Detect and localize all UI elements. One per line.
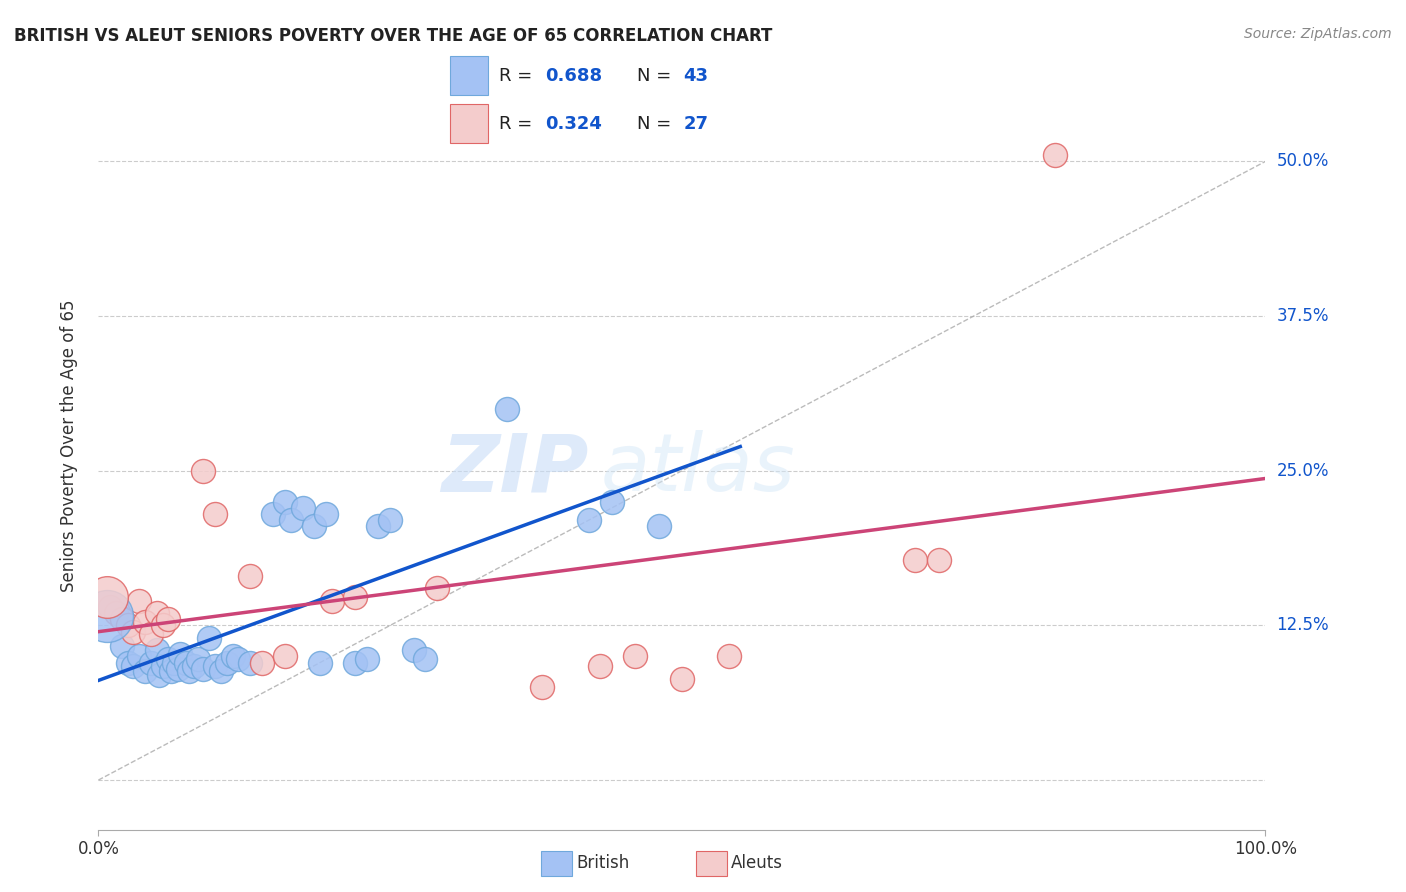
Text: ZIP: ZIP <box>441 430 589 508</box>
Point <box>274 649 297 664</box>
Point <box>198 631 221 645</box>
Point <box>157 652 180 666</box>
Point <box>280 513 302 527</box>
Point <box>215 656 238 670</box>
Point <box>179 664 201 678</box>
Text: 37.5%: 37.5% <box>1277 307 1329 325</box>
Point <box>274 494 297 508</box>
Point <box>647 519 669 533</box>
Point <box>228 652 250 666</box>
Point <box>928 553 950 567</box>
Text: N =: N = <box>637 67 676 85</box>
Point <box>413 652 436 666</box>
Point <box>111 612 134 626</box>
Text: 0.688: 0.688 <box>546 67 603 85</box>
Point <box>578 513 600 527</box>
Point <box>304 519 326 533</box>
Point <box>187 652 209 666</box>
Text: British: British <box>576 855 630 872</box>
Point <box>134 615 156 629</box>
Point <box>344 590 367 604</box>
Point <box>589 659 612 673</box>
Text: Aleuts: Aleuts <box>731 855 783 872</box>
Point <box>122 624 145 639</box>
Point <box>152 659 174 673</box>
FancyBboxPatch shape <box>450 104 488 144</box>
Point <box>344 656 367 670</box>
Point <box>426 582 449 596</box>
Point <box>104 606 127 620</box>
Point <box>193 662 215 676</box>
Point <box>111 640 134 654</box>
Point <box>262 507 284 521</box>
Point <box>402 643 425 657</box>
Point <box>146 606 169 620</box>
Y-axis label: Seniors Poverty Over the Age of 65: Seniors Poverty Over the Age of 65 <box>59 300 77 592</box>
Point <box>117 618 139 632</box>
Point <box>356 652 378 666</box>
Point <box>139 627 162 641</box>
Text: 50.0%: 50.0% <box>1277 153 1329 170</box>
Point <box>600 494 623 508</box>
Point <box>309 656 332 670</box>
Text: Source: ZipAtlas.com: Source: ZipAtlas.com <box>1244 27 1392 41</box>
Text: N =: N = <box>637 115 676 133</box>
Point <box>315 507 337 521</box>
Point <box>239 569 262 583</box>
Point <box>239 656 262 670</box>
Point <box>671 672 693 686</box>
Point <box>122 659 145 673</box>
Point <box>139 656 162 670</box>
Point <box>134 664 156 678</box>
Point <box>128 649 150 664</box>
Point <box>128 593 150 607</box>
Point <box>204 507 226 521</box>
Point <box>117 656 139 670</box>
Text: 0.324: 0.324 <box>546 115 602 133</box>
Point <box>183 659 205 673</box>
Text: atlas: atlas <box>600 430 794 508</box>
Point <box>321 593 343 607</box>
Point <box>159 664 181 678</box>
Point <box>98 599 121 614</box>
Text: R =: R = <box>499 67 537 85</box>
Point <box>204 659 226 673</box>
Point <box>367 519 389 533</box>
Point <box>221 649 243 664</box>
Point <box>157 612 180 626</box>
Point <box>96 608 118 623</box>
Text: 12.5%: 12.5% <box>1277 616 1329 634</box>
Point <box>250 656 273 670</box>
FancyBboxPatch shape <box>450 56 488 95</box>
Point <box>152 618 174 632</box>
Point <box>166 662 188 676</box>
Point <box>96 590 118 604</box>
Text: R =: R = <box>499 115 537 133</box>
Point <box>904 553 927 567</box>
Text: 25.0%: 25.0% <box>1277 462 1329 480</box>
Point <box>530 680 553 694</box>
Point <box>291 500 314 515</box>
Point <box>148 668 170 682</box>
Point <box>193 464 215 478</box>
Point <box>1045 148 1067 162</box>
Point <box>169 647 191 661</box>
Point <box>624 649 647 664</box>
Point <box>717 649 740 664</box>
Point <box>146 643 169 657</box>
Text: 43: 43 <box>683 67 709 85</box>
Point <box>380 513 402 527</box>
Point <box>163 656 186 670</box>
Text: BRITISH VS ALEUT SENIORS POVERTY OVER THE AGE OF 65 CORRELATION CHART: BRITISH VS ALEUT SENIORS POVERTY OVER TH… <box>14 27 772 45</box>
Text: 27: 27 <box>683 115 709 133</box>
Point <box>174 656 197 670</box>
Point <box>209 664 232 678</box>
Point <box>496 401 519 416</box>
